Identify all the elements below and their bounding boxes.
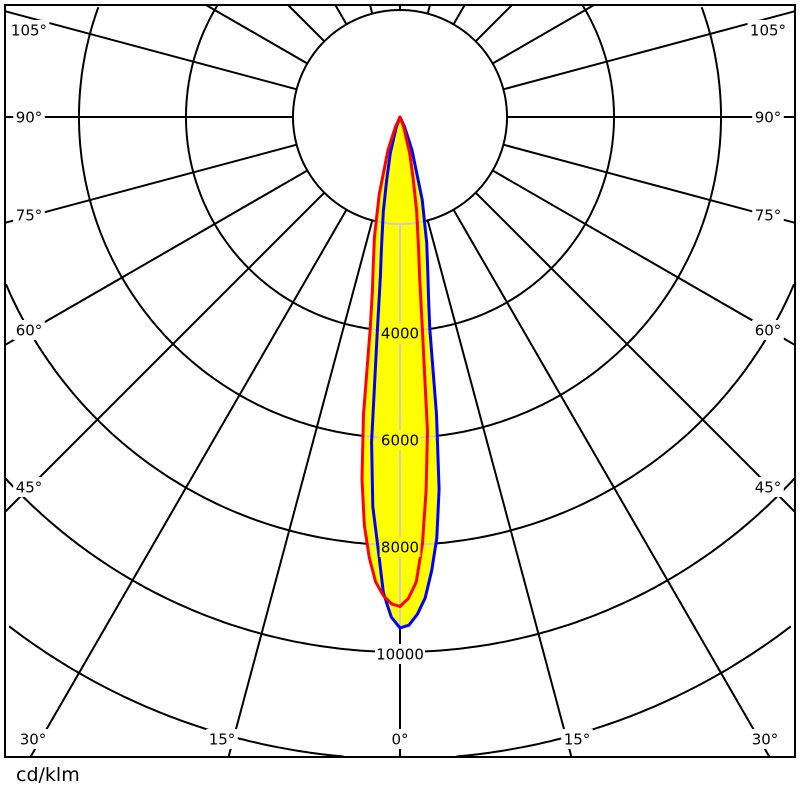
grid-spoke	[205, 4, 308, 65]
angle-label-left-bg	[8, 20, 50, 40]
angle-label-right: 45°	[755, 479, 782, 497]
angle-label-bottom: 30°	[752, 731, 779, 749]
radial-tick-label-bg	[379, 430, 421, 450]
grid-spoke	[334, 4, 348, 25]
angle-label-right: 60°	[755, 322, 782, 340]
grid-spoke	[492, 4, 595, 65]
grid-ring	[78, 6, 722, 439]
angle-label-left-bg	[13, 320, 45, 340]
angle-label-bottom-bg	[206, 729, 238, 749]
angle-label-bottom: 0°	[391, 731, 408, 749]
grid-spoke	[452, 209, 771, 758]
grid-spoke	[29, 209, 348, 758]
angle-label-bottom-bg	[17, 729, 49, 749]
grid-spoke	[474, 4, 513, 43]
grid-spoke	[452, 4, 466, 25]
axis-labels: 4000 6000 8000 10000 105° 90° 75° 60° 45° 105° 90°…	[8, 20, 789, 749]
angle-label-right: 90°	[755, 109, 782, 127]
grid-spoke	[426, 220, 573, 758]
intensity-curves	[360, 115, 441, 630]
radial-tick-label: 10000	[376, 646, 424, 664]
grid-spoke	[492, 169, 796, 346]
angle-label-left: 45°	[16, 479, 43, 497]
angle-label-left: 75°	[16, 207, 43, 225]
beam-fill	[362, 117, 440, 628]
angle-label-right: 75°	[755, 207, 782, 225]
series-curve	[370, 115, 441, 630]
angle-label-left-bg	[13, 205, 45, 225]
grid-ring	[4, 477, 796, 653]
radial-tick-label: 4000	[381, 325, 419, 343]
series-curve	[360, 115, 429, 608]
grid-spoke	[426, 4, 431, 14]
polar-grid-inside-fill	[362, 117, 440, 628]
angle-label-bottom-bg	[388, 729, 412, 749]
grid-spoke	[503, 10, 796, 91]
series-fill	[362, 117, 428, 607]
grid-spoke	[4, 169, 308, 346]
angle-label-bottom: 15°	[209, 731, 236, 749]
radial-tick-label-bg	[375, 644, 425, 664]
grid-spoke	[4, 10, 297, 91]
grid-spoke	[4, 143, 297, 224]
grid-spoke	[503, 143, 796, 224]
radial-tick-label-bg	[379, 323, 421, 343]
angle-label-right-bg	[752, 477, 784, 497]
angle-label-left: 90°	[16, 109, 43, 127]
unit-label: cd/klm	[16, 764, 80, 786]
angle-label-bottom-bg	[561, 729, 593, 749]
angle-label-bottom: 30°	[20, 731, 47, 749]
angle-label-right: 105°	[750, 22, 786, 40]
angle-label-right-bg	[752, 107, 784, 127]
angle-label-right-bg	[747, 20, 789, 40]
angle-label-left-bg	[13, 477, 45, 497]
grid-ring	[5, 283, 795, 546]
radial-tick-label: 6000	[381, 432, 419, 450]
radial-tick-label-bg	[379, 537, 421, 557]
grid-spoke	[474, 191, 796, 513]
grid-ring	[8, 625, 792, 758]
grid-ring	[185, 4, 615, 332]
angle-label-left: 60°	[16, 322, 43, 340]
radial-tick-label: 8000	[381, 539, 419, 557]
angle-label-right-bg	[752, 320, 784, 340]
angle-label-bottom-bg	[749, 729, 781, 749]
grid-spoke	[4, 191, 326, 513]
chart-frame	[4, 4, 796, 758]
grid-spoke	[227, 220, 374, 758]
angle-label-left-bg	[13, 107, 45, 127]
angle-label-left: 105°	[11, 22, 47, 40]
grid-spoke	[287, 4, 326, 43]
angle-label-right-bg	[752, 205, 784, 225]
grid-spoke	[369, 4, 374, 14]
angle-label-bottom: 15°	[564, 731, 591, 749]
